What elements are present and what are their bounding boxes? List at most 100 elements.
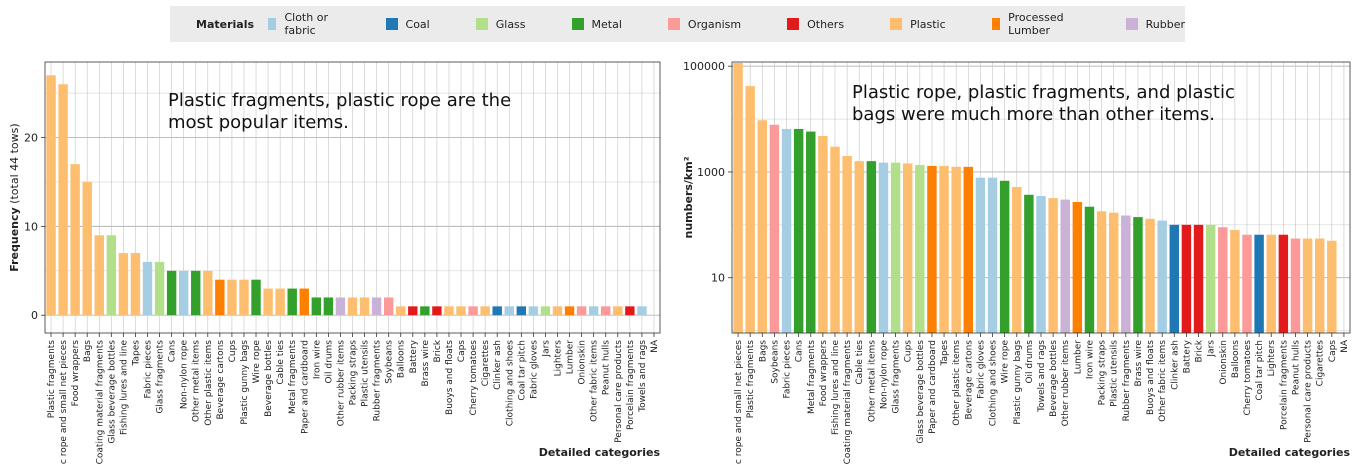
- bar: [951, 166, 961, 333]
- x-tick-label: Coal tar pitch: [517, 340, 527, 401]
- bar: [745, 86, 755, 334]
- x-tick-label: Peanut hulls: [1291, 340, 1301, 395]
- legend-label: Cloth or fabric: [284, 11, 328, 37]
- x-tick-label: Plastic rope and small net pieces: [734, 340, 744, 465]
- legend-key-organism: [667, 18, 680, 30]
- bar: [1278, 234, 1289, 333]
- bar: [142, 261, 153, 316]
- x-tick-label: Beverage cartons: [964, 340, 974, 420]
- legend-entry-rubber: Rubber: [1125, 18, 1185, 31]
- x-tick-label: Coal tar pitch: [1255, 340, 1265, 401]
- x-tick-label: Rubber fragments: [1122, 340, 1132, 422]
- bar: [625, 306, 635, 316]
- bar: [1096, 211, 1107, 333]
- bar: [70, 164, 80, 316]
- bar: [408, 306, 418, 316]
- bar: [818, 135, 828, 333]
- bar: [118, 253, 129, 316]
- y-tick-label: 10: [24, 220, 38, 233]
- bar: [1145, 218, 1155, 333]
- bar: [793, 128, 804, 333]
- bar: [1121, 215, 1131, 333]
- bar: [613, 306, 623, 316]
- bar: [781, 128, 792, 333]
- x-tick-label: Beverage bottles: [1049, 340, 1059, 417]
- legend-entry-glass: Glass: [475, 18, 526, 31]
- y-axis-title: Frequency (total 44 tows): [8, 123, 21, 271]
- x-tick-label: Food wrappers: [819, 340, 829, 407]
- legend-key-others: [787, 18, 800, 30]
- x-tick-label: Glass beverage bottles: [916, 340, 926, 444]
- bar: [106, 235, 117, 316]
- legend-key-glass: [475, 18, 488, 30]
- x-tick-label: Lighters: [1267, 340, 1277, 377]
- x-tick-label: Jars: [541, 340, 551, 358]
- legend-label: Others: [807, 17, 845, 31]
- bar: [383, 297, 394, 316]
- bar: [588, 306, 599, 316]
- x-tick-label: Plastic fragments: [47, 340, 57, 419]
- x-tick-label: Non-nylon rope: [879, 340, 889, 410]
- bar: [757, 120, 768, 334]
- bar: [203, 270, 213, 316]
- x-tick-label: Beverage cartons: [216, 340, 226, 420]
- x-tick-label: Plastic utensils: [1110, 340, 1120, 407]
- bar: [878, 162, 889, 333]
- bar: [1084, 206, 1095, 333]
- x-tick-label: Caps: [1328, 340, 1338, 363]
- legend-entry-plastic: Plastic: [890, 18, 946, 31]
- bar: [915, 165, 925, 333]
- x-tick-label: Other fabric items: [1158, 340, 1168, 422]
- legend-key-metal: [571, 18, 584, 30]
- bar: [1242, 234, 1252, 333]
- x-tick-label: Buoys and floats: [1146, 340, 1156, 415]
- x-tick-label: Packing straps: [349, 340, 359, 406]
- y-axis-title-sub: (total 44 tows): [8, 123, 21, 207]
- y-tick-label: 100000: [683, 60, 725, 73]
- bar: [1108, 212, 1119, 333]
- bar: [1072, 202, 1083, 333]
- legend-label: Plastic: [910, 17, 946, 31]
- x-tick-label: Other plastic items: [952, 340, 962, 426]
- x-tick-label: Porcelain fragments: [626, 340, 636, 430]
- x-tick-label: Glass fragments: [892, 340, 902, 414]
- x-tick-label: Fabric pieces: [783, 340, 793, 399]
- x-tick-label: Towels and rags: [1037, 340, 1047, 413]
- bar: [396, 306, 406, 316]
- x-tick-label: Food wrappers: [71, 340, 81, 407]
- x-tick-label: Paper and cardboard: [928, 340, 938, 434]
- x-tick-label: Cherry tomatoes: [1243, 340, 1253, 416]
- x-tick-label: Plastic gunny bags: [1013, 340, 1023, 425]
- x-tick-label: Fabric gloves: [529, 340, 539, 399]
- x-tick-label: Bags: [83, 340, 93, 362]
- x-tick-label: Non-nylon rope: [180, 340, 190, 410]
- bar: [178, 270, 189, 316]
- x-tick-label: Soybeans: [770, 340, 780, 384]
- annotation-text: bags were much more than other items.: [852, 104, 1215, 125]
- legend-label: Organism: [687, 17, 742, 31]
- bar: [492, 306, 502, 316]
- y-tick-label: 0: [31, 309, 38, 322]
- bar: [444, 306, 454, 316]
- x-tick-label: Other metal items: [867, 340, 877, 422]
- bar: [516, 306, 527, 316]
- bar: [963, 166, 974, 333]
- bar: [154, 261, 165, 316]
- bar: [1205, 224, 1216, 333]
- bar: [166, 270, 177, 316]
- x-tick-label: Brass wire: [1134, 340, 1144, 387]
- x-tick-label: Other metal items: [192, 340, 202, 422]
- bar: [1157, 220, 1167, 333]
- legend-label: Processed Lumber: [1008, 11, 1064, 37]
- bar: [540, 306, 551, 316]
- bar: [1048, 198, 1058, 333]
- x-tick-label: Clothing and shoes: [505, 340, 515, 427]
- x-tick-label: Fishing lures and line: [119, 340, 129, 435]
- x-tick-label: Balloons: [397, 340, 407, 378]
- y-tick-label: 1000: [697, 166, 725, 179]
- x-tick-label: Buoys and floats: [445, 340, 455, 415]
- bar: [1181, 224, 1192, 333]
- x-tick-label: Cans: [795, 340, 805, 363]
- legend-title: Materials: [196, 17, 255, 31]
- legend-key-plastic: [890, 18, 903, 30]
